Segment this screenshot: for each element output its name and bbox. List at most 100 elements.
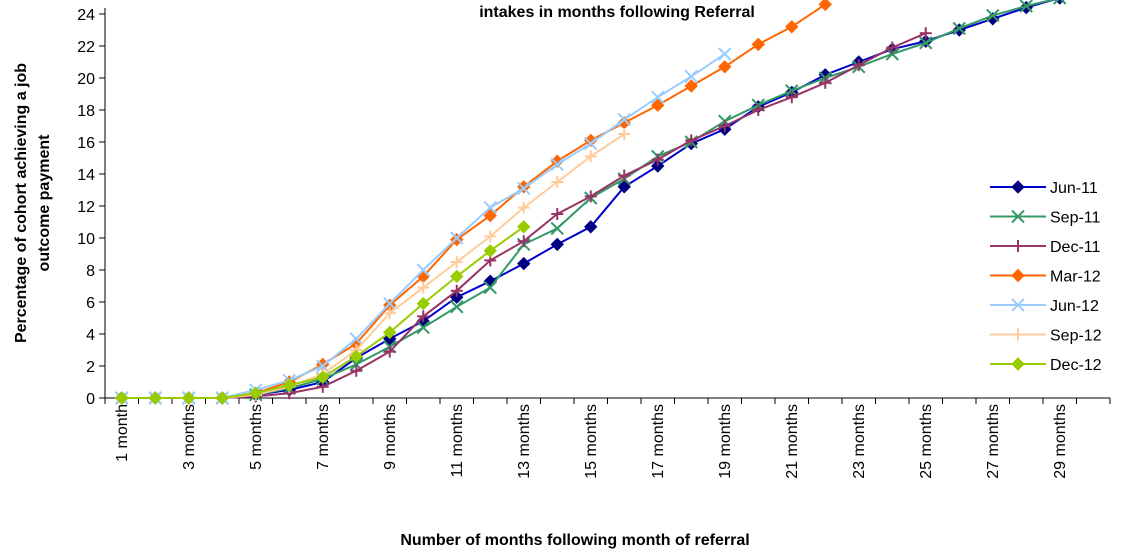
data-point-dec-12 xyxy=(148,391,162,405)
legend-marker xyxy=(1011,209,1025,224)
series-dec-12 xyxy=(115,220,531,405)
data-point-jun-11 xyxy=(617,180,631,194)
x-tick-label: 29 months xyxy=(1052,404,1069,479)
y-axis-title-line1: Percentage of cohort achieving a job xyxy=(13,63,30,343)
data-point-mar-12 xyxy=(751,37,765,52)
x-tick-label: 25 months xyxy=(918,404,935,479)
data-point-dec-11 xyxy=(718,120,731,132)
y-axis-title-line2: outcome payment xyxy=(36,134,53,272)
legend-marker xyxy=(1011,298,1025,312)
data-point-jun-11 xyxy=(517,256,531,271)
y-tick-label: 20 xyxy=(77,71,95,88)
data-point-dec-11 xyxy=(450,284,463,297)
x-tick-label: 27 months xyxy=(985,404,1002,479)
x-tick-label: 11 months xyxy=(449,404,466,478)
y-tick-label: 22 xyxy=(77,39,95,56)
data-point-sep-12 xyxy=(551,176,564,188)
data-point-dec-11 xyxy=(517,235,530,248)
series-layer xyxy=(115,0,1067,405)
data-point-dec-12 xyxy=(115,391,129,405)
series-jun-12 xyxy=(115,47,732,405)
data-point-dec-11 xyxy=(785,91,798,104)
x-tick-label: 19 months xyxy=(717,404,734,479)
data-point-mar-12 xyxy=(818,0,832,12)
legend-item-jun-12: Jun-12 xyxy=(990,298,1099,315)
legend-item-sep-11: Sep-11 xyxy=(990,210,1101,227)
data-point-dec-12 xyxy=(349,349,363,364)
y-tick-label: 2 xyxy=(86,359,95,376)
x-tick-label: 15 months xyxy=(583,404,600,479)
data-point-jun-12 xyxy=(450,231,464,245)
data-point-dec-12 xyxy=(416,296,430,311)
y-tick-label: 14 xyxy=(77,167,95,184)
legend-label: Dec-11 xyxy=(1050,239,1100,256)
x-tick-label: 9 months xyxy=(382,404,399,470)
x-tick-label: 1 month xyxy=(114,404,131,462)
y-tick-label: 8 xyxy=(86,263,95,280)
series-line-dec-11 xyxy=(121,32,927,399)
legend-label: Sep-11 xyxy=(1050,210,1101,227)
data-point-sep-11 xyxy=(450,300,464,314)
data-point-dec-11 xyxy=(618,169,631,182)
legend-marker xyxy=(1012,328,1024,341)
data-point-dec-11 xyxy=(417,310,430,323)
data-point-jun-12 xyxy=(483,200,497,215)
x-tick-label: 23 months xyxy=(851,404,868,479)
data-point-sep-11 xyxy=(1019,0,1033,13)
data-point-sep-12 xyxy=(517,201,530,214)
data-point-dec-11 xyxy=(685,134,698,147)
y-tick-label: 24 xyxy=(77,7,95,24)
data-point-sep-11 xyxy=(483,280,497,295)
data-point-sep-11 xyxy=(919,36,933,50)
x-axis-title: Number of months following month of refe… xyxy=(400,532,749,549)
data-point-jun-11 xyxy=(651,159,665,173)
series-line-jun-12 xyxy=(121,53,726,399)
data-point-dec-12 xyxy=(316,370,330,384)
x-tick-label: 17 months xyxy=(650,404,667,479)
data-point-mar-12 xyxy=(718,60,732,74)
data-point-jun-11 xyxy=(550,237,564,252)
data-point-dec-12 xyxy=(249,386,263,400)
x-tick-label: 5 months xyxy=(248,404,265,470)
data-point-jun-11 xyxy=(584,220,598,234)
data-point-sep-12 xyxy=(383,307,396,320)
series-line-mar-12 xyxy=(121,3,826,399)
data-point-jun-12 xyxy=(416,263,430,277)
data-point-mar-12 xyxy=(684,79,698,93)
y-tick-label: 6 xyxy=(86,295,95,312)
data-point-sep-11 xyxy=(416,320,430,335)
x-tick-label: 7 months xyxy=(315,404,332,470)
legend-label: Sep-12 xyxy=(1050,328,1102,345)
data-point-jun-12 xyxy=(383,296,397,311)
data-point-sep-12 xyxy=(450,256,463,268)
data-point-dec-11 xyxy=(919,27,932,40)
data-point-dec-12 xyxy=(517,220,531,234)
data-point-dec-12 xyxy=(450,269,464,284)
x-tick-label: 3 months xyxy=(181,404,198,470)
data-point-sep-12 xyxy=(484,230,497,243)
x-tick-label: 21 months xyxy=(784,404,801,479)
data-point-dec-11 xyxy=(819,76,832,89)
series-mar-12 xyxy=(115,0,832,405)
legend-item-sep-12: Sep-12 xyxy=(990,328,1102,345)
legend-item-dec-12: Dec-12 xyxy=(990,357,1102,374)
legend-marker xyxy=(1011,180,1025,194)
data-point-sep-11 xyxy=(986,8,1000,23)
data-point-jun-12 xyxy=(517,181,531,196)
data-point-jun-12 xyxy=(584,136,598,151)
data-point-mar-12 xyxy=(651,98,665,112)
legend-item-jun-11: Jun-11 xyxy=(990,180,1098,197)
legend-marker xyxy=(1011,357,1025,371)
legend-marker xyxy=(1012,240,1024,252)
data-point-dec-11 xyxy=(752,104,765,116)
data-point-sep-12 xyxy=(417,281,430,294)
legend-item-dec-11: Dec-11 xyxy=(990,239,1100,256)
legend-label: Jun-11 xyxy=(1050,180,1098,197)
data-point-dec-11 xyxy=(350,364,363,377)
series-line-sep-12 xyxy=(121,133,625,399)
data-point-dec-11 xyxy=(584,190,597,203)
data-point-dec-12 xyxy=(182,391,196,405)
data-point-dec-11 xyxy=(383,345,396,358)
